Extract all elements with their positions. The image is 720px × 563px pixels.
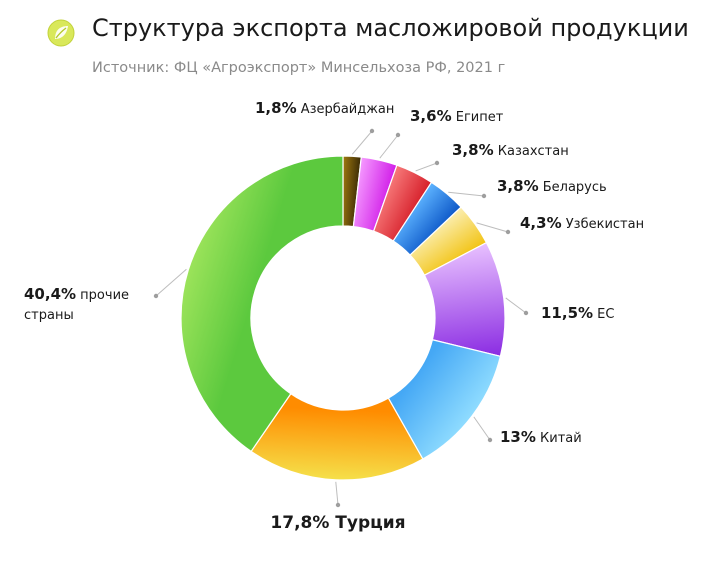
slice-value-label: 4,3% (520, 214, 562, 232)
leader-dot-3 (481, 193, 487, 199)
leader-line-1 (379, 134, 399, 159)
slice-value-label: 13% (500, 428, 536, 446)
leader-dot-2 (434, 160, 440, 166)
leader-line-2 (415, 162, 438, 172)
slice-name-label: страны (24, 308, 74, 323)
slice-name-label: прочие (76, 288, 129, 303)
slice-label-8: 40,4% прочие страны (24, 285, 129, 323)
chart-subtitle: Источник: ФЦ «Агроэкспорт» Минсельхоза Р… (92, 60, 506, 76)
slice-label-1: 3,6% Египет (410, 107, 504, 125)
slice-name-label: ЕС (593, 307, 614, 322)
slice-label-0: 1,8% Азербайджан (255, 99, 394, 117)
leader-line-0 (351, 130, 373, 155)
slices-layer (180, 155, 506, 481)
leader-dot-5 (523, 310, 529, 316)
slice-label-4: 4,3% Узбекистан (520, 214, 644, 232)
slice-value-label: 1,8% (255, 99, 297, 117)
leader-dot-7 (335, 502, 341, 508)
slice-value-label: 3,6% (410, 107, 452, 125)
slice-name-label: Азербайджан (297, 102, 395, 117)
slice-label-6: 13% Китай (500, 428, 582, 446)
slice-label-7: 17,8% Турция (270, 513, 405, 533)
leader-dot-0 (369, 128, 375, 134)
slice-label-3: 3,8% Беларусь (497, 177, 607, 195)
leader-dot-4 (505, 229, 511, 235)
slice-name-label: Китай (536, 431, 582, 446)
slice-name-label: Египет (452, 110, 504, 125)
slice-value-label: 17,8% (270, 513, 329, 533)
leader-line-3 (448, 191, 485, 197)
slice-label-5: 11,5% ЕС (541, 304, 614, 322)
slice-name-label: Узбекистан (562, 217, 644, 232)
leader-line-4 (476, 222, 509, 233)
slice-7 (250, 392, 424, 481)
chart-header: Структура экспорта масложировой продукци… (0, 0, 720, 90)
leader-line-5 (505, 297, 527, 314)
leader-line-8 (155, 268, 187, 297)
leaders-layer (153, 128, 529, 508)
slice-value-label: 40,4% (24, 285, 76, 303)
slice-name-label: Беларусь (539, 180, 607, 195)
slice-name-label: Казахстан (494, 144, 569, 159)
labels-layer: 1,8% Азербайджан 3,6% Египет 3,8% Казахста… (24, 99, 644, 533)
leader-line-7 (335, 481, 339, 506)
slice-value-label: 3,8% (497, 177, 539, 195)
leaf-circle-logo (47, 19, 75, 47)
slice-value-label: 3,8% (452, 141, 494, 159)
slice-8 (180, 155, 344, 453)
slice-value-label: 11,5% (541, 304, 593, 322)
leader-dot-1 (395, 132, 401, 138)
leader-line-6 (473, 416, 491, 441)
chart-title: Структура экспорта масложировой продукци… (92, 14, 689, 42)
leader-dot-6 (487, 437, 493, 443)
leader-dot-8 (153, 293, 159, 299)
slice-name-label: Турция (329, 513, 405, 533)
slice-label-2: 3,8% Казахстан (452, 141, 569, 159)
